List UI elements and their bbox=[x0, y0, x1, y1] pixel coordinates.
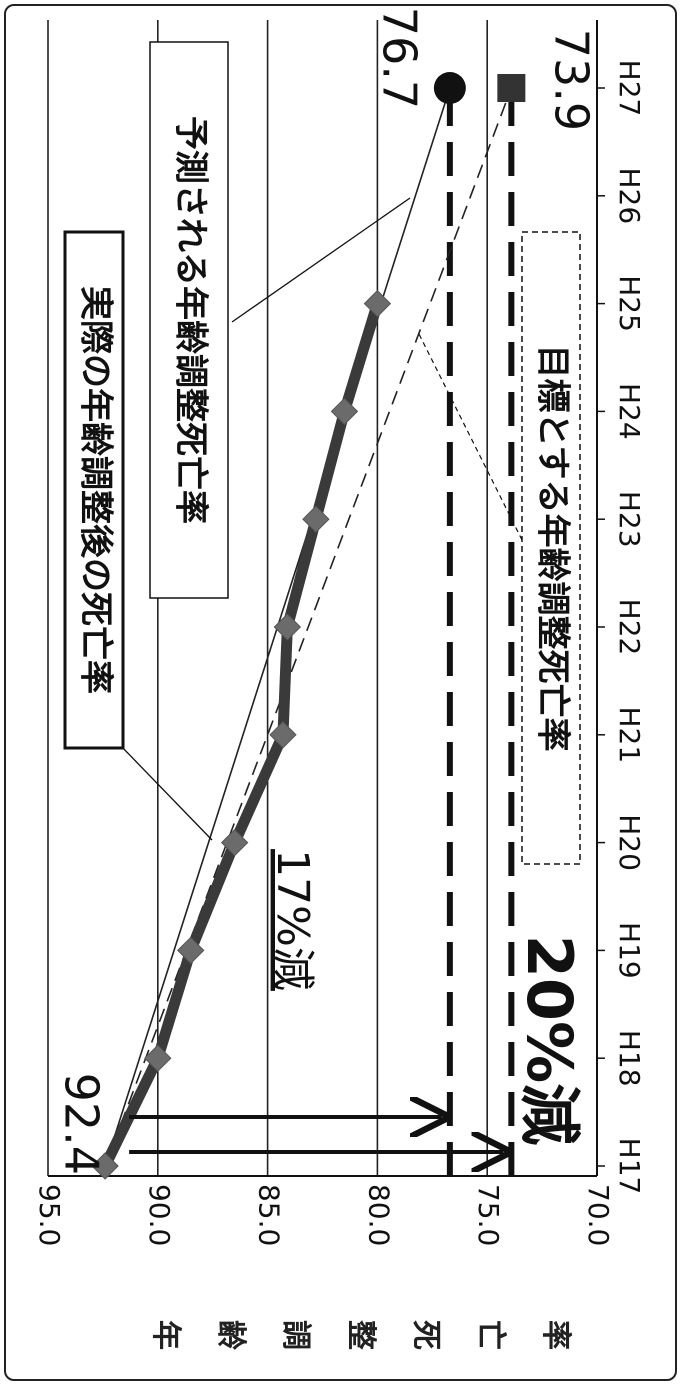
x-tick-label: H18 bbox=[613, 1030, 646, 1087]
y-axis-label-char: 整 bbox=[343, 1320, 378, 1350]
x-tick-label: H17 bbox=[613, 1138, 646, 1195]
actual-data-point bbox=[177, 936, 205, 965]
x-tick-label: H24 bbox=[613, 383, 646, 440]
x-tick-label: H19 bbox=[613, 922, 646, 979]
predicted-callout-leader bbox=[231, 197, 411, 323]
actual-data-point bbox=[220, 828, 249, 857]
y-tick-label: 90.0 bbox=[143, 1184, 176, 1246]
y-tick-label: 75.0 bbox=[472, 1184, 505, 1246]
target-callout-box bbox=[521, 231, 581, 865]
y-axis-label: 年齢調整死亡率 bbox=[148, 1300, 574, 1370]
target-end-marker bbox=[497, 74, 526, 102]
y-tick-label: 80.0 bbox=[362, 1184, 395, 1246]
y-tick-label: 70.0 bbox=[582, 1184, 615, 1246]
y-axis-label-char: 率 bbox=[538, 1320, 573, 1350]
target-series-line bbox=[104, 87, 513, 1167]
y-axis-label-char: 調 bbox=[278, 1320, 313, 1350]
series bbox=[91, 72, 526, 1180]
annotations: 92.4 76.7 73.9 17%減 20%減 実際の年齢調整後の死亡率 予測される年齢調… bbox=[55, 7, 599, 1175]
x-tick-label: H22 bbox=[613, 599, 646, 656]
axes bbox=[48, 20, 605, 1177]
y-axis-label-char: 齢 bbox=[213, 1320, 248, 1350]
actual-data-point bbox=[91, 1152, 119, 1180]
actual-data-point bbox=[330, 397, 359, 426]
actual-callout-box bbox=[63, 230, 125, 750]
predicted-reduction-label: 17%減 bbox=[267, 849, 318, 991]
actual-data-point bbox=[302, 505, 330, 533]
predicted-end-marker bbox=[433, 72, 466, 104]
x-tick-label: H23 bbox=[613, 491, 646, 548]
y-tick-label: 95.0 bbox=[33, 1184, 66, 1246]
reference-lines bbox=[446, 88, 515, 1176]
target-callout-text: 目標とする年齢調整死亡率 bbox=[533, 345, 573, 752]
actual-data-point bbox=[363, 289, 392, 318]
x-tick-label: H20 bbox=[613, 814, 646, 871]
y-axis-label-char: 死 bbox=[408, 1320, 443, 1350]
y-axis-label-char: 亡 bbox=[473, 1320, 508, 1350]
x-tick-label: H26 bbox=[613, 167, 646, 224]
predicted-callout-box bbox=[149, 41, 229, 599]
x-tick-label: H21 bbox=[613, 706, 646, 763]
actual-data-point bbox=[269, 721, 297, 749]
actual-callout-text: 実際の年齢調整後の死亡率 bbox=[76, 286, 116, 694]
x-tick-label: H25 bbox=[613, 275, 646, 332]
start-value-label: 92.4 bbox=[55, 1073, 109, 1175]
actual-data-point bbox=[273, 613, 302, 641]
predicted-callout-text: 予測される年齢調整死亡率 bbox=[171, 116, 211, 524]
predicted-end-value-label: 76.7 bbox=[373, 7, 427, 109]
actual-data-point bbox=[144, 1044, 172, 1072]
actual-callout-leader bbox=[119, 744, 213, 841]
target-reduction-label: 20%減 bbox=[513, 935, 586, 1145]
y-axis-label-char: 年 bbox=[148, 1320, 183, 1350]
target-callout-leader bbox=[417, 331, 523, 541]
target-end-value-label: 73.9 bbox=[545, 29, 599, 131]
y-tick-label: 85.0 bbox=[253, 1184, 286, 1246]
x-tick-label: H27 bbox=[613, 60, 646, 117]
